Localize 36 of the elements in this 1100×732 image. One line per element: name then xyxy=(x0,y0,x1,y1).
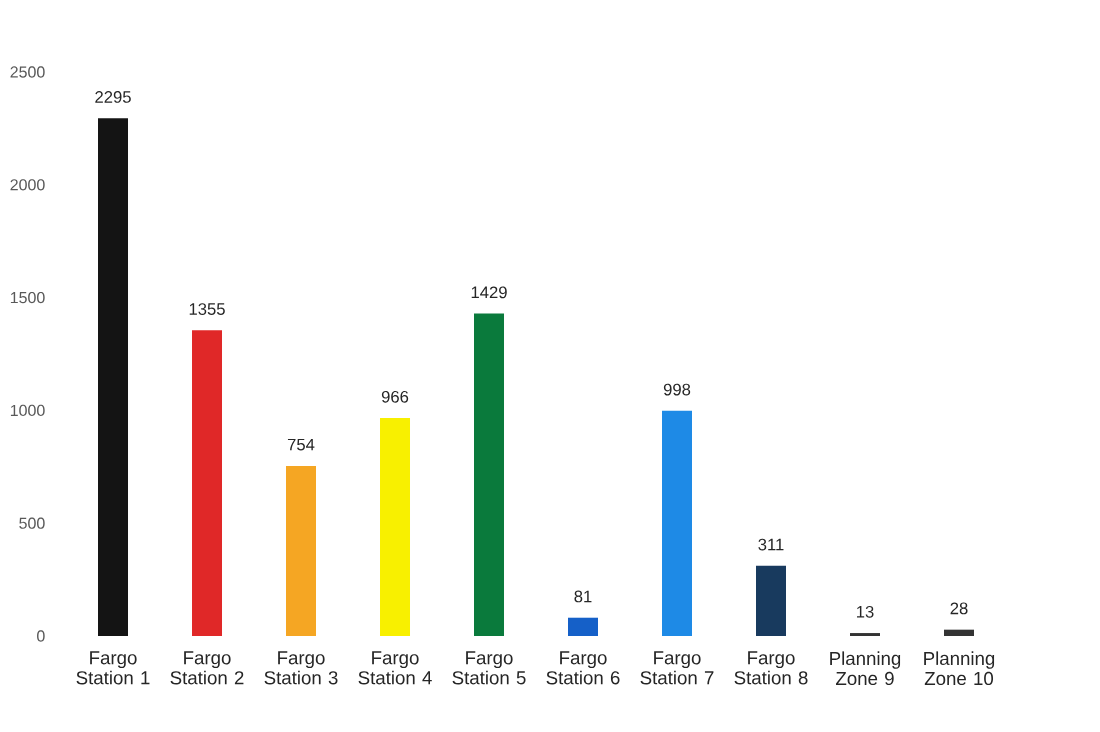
data-label: 1355 xyxy=(189,303,225,315)
bar xyxy=(850,633,880,636)
data-label: 998 xyxy=(663,383,691,396)
x-tick-label: Fargo Station 7 xyxy=(640,651,714,685)
data-label: 311 xyxy=(758,538,784,551)
data-label: 754 xyxy=(287,438,315,451)
x-tick-label: Planning Zone 10 xyxy=(924,651,995,686)
bar xyxy=(662,410,692,636)
bar xyxy=(474,313,505,636)
bar xyxy=(944,629,974,636)
data-label: 966 xyxy=(381,390,409,403)
y-tick-label: 1500 xyxy=(10,291,45,304)
y-tick-label: 2000 xyxy=(10,179,45,191)
x-tick-label: Fargo Station 4 xyxy=(358,651,432,685)
x-tick-label: Fargo Station 8 xyxy=(734,651,808,685)
x-tick-label: Fargo Station 1 xyxy=(76,651,150,685)
y-tick-label: 500 xyxy=(19,517,45,529)
y-tick-label: 2500 xyxy=(10,66,45,78)
bar xyxy=(756,565,786,636)
data-label: 1429 xyxy=(471,286,507,299)
x-tick-label: Planning Zone 9 xyxy=(830,651,901,686)
bar xyxy=(98,118,129,636)
data-label: 28 xyxy=(950,602,968,615)
bar xyxy=(568,617,599,636)
x-tick-label: Fargo Station 3 xyxy=(264,651,338,685)
x-tick-label: Fargo Station 6 xyxy=(546,651,620,685)
bar xyxy=(192,330,223,636)
y-tick-label: 1000 xyxy=(10,404,45,417)
bar xyxy=(286,465,317,636)
data-label: 2295 xyxy=(95,91,131,103)
x-tick-label: Fargo Station 5 xyxy=(452,651,526,685)
data-label: 13 xyxy=(857,605,874,618)
x-tick-label: Fargo Station 2 xyxy=(170,651,244,685)
y-tick-label: 0 xyxy=(37,630,45,642)
bar xyxy=(380,418,411,636)
data-label: 81 xyxy=(574,590,592,603)
